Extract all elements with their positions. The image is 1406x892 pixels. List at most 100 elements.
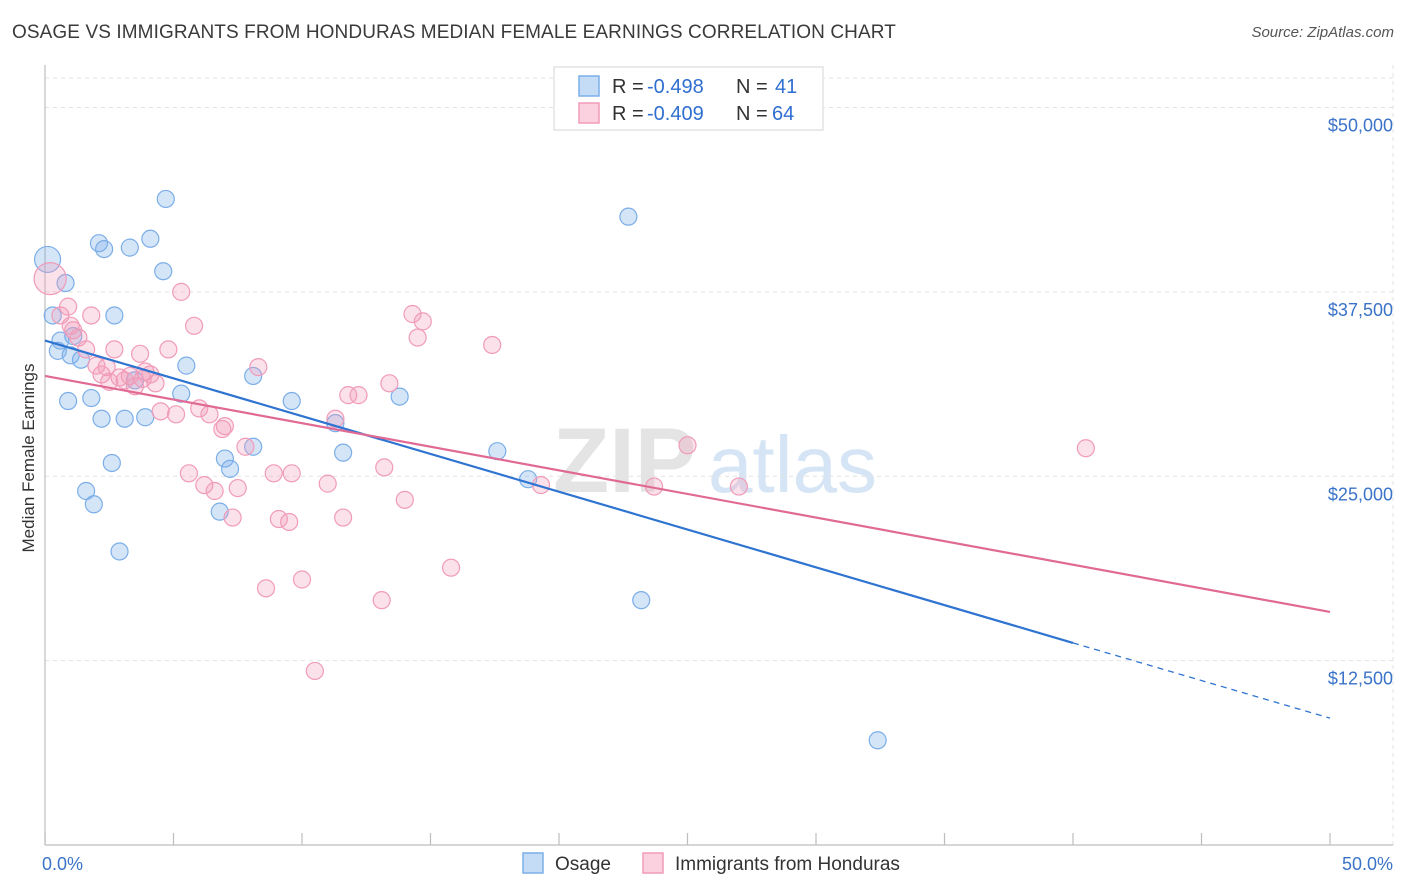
osage-r-value: -0.498 (647, 76, 704, 98)
data-point (156, 189, 175, 209)
data-point (390, 387, 409, 406)
data-point (151, 402, 170, 421)
data-point (269, 509, 288, 529)
data-point (102, 453, 121, 473)
data-point (334, 508, 353, 527)
data-point (249, 358, 268, 377)
data-point (326, 409, 345, 428)
data-point (244, 366, 263, 386)
legend-osage-label: Osage (555, 854, 611, 875)
data-point (179, 464, 199, 483)
data-point (110, 542, 129, 561)
honduras-n-label: N = (736, 103, 768, 125)
data-point (43, 306, 62, 325)
data-point (236, 437, 255, 456)
data-point (256, 579, 276, 598)
data-point (215, 417, 234, 436)
data-point (408, 328, 427, 347)
honduras-r-value: -0.409 (647, 103, 704, 125)
data-point (195, 476, 214, 495)
data-point (264, 464, 283, 483)
source-credit: Source: ZipAtlas.com (1251, 24, 1394, 41)
osage-points (33, 189, 887, 750)
watermark-atlas: atlas (708, 420, 877, 509)
data-point (223, 508, 242, 527)
data-point (441, 558, 461, 577)
data-point (729, 477, 749, 496)
data-point (403, 304, 422, 324)
watermark-zip: ZIP (553, 410, 696, 512)
data-point (33, 262, 67, 296)
y-tick-labels: $12,500 $25,000 $37,500 $50,000 (1328, 116, 1393, 689)
data-point (159, 340, 178, 359)
honduras-r-label: R = (612, 103, 644, 125)
data-point (282, 391, 301, 411)
data-point (213, 419, 232, 439)
data-point (292, 570, 312, 589)
data-point (868, 731, 887, 750)
y-tick-label: $12,500 (1328, 669, 1393, 689)
data-point (130, 344, 150, 363)
data-point (82, 306, 101, 325)
data-point (133, 369, 152, 388)
data-point (59, 297, 78, 316)
data-point (136, 408, 155, 427)
chart-title: OSAGE VS IMMIGRANTS FROM HONDURAS MEDIAN… (12, 22, 896, 43)
data-point (184, 316, 204, 335)
data-point (172, 384, 191, 403)
osage-r-label: R = (612, 76, 644, 98)
data-point (372, 591, 391, 610)
data-point (205, 481, 224, 501)
data-point (166, 405, 186, 424)
data-point (141, 229, 160, 248)
data-point (349, 386, 368, 405)
data-point (59, 391, 78, 411)
stats-legend: R = -0.498 N = 41 R = -0.409 N = 64 (553, 66, 824, 131)
honduras-points (33, 262, 1095, 681)
legend-honduras-label: Immigrants from Honduras (675, 854, 900, 875)
data-point (339, 386, 358, 405)
honduras-trend-line (44, 374, 1331, 614)
osage-n-value: 41 (775, 76, 797, 98)
data-point (120, 238, 139, 257)
honduras-swatch (578, 102, 600, 124)
data-point (154, 262, 173, 281)
data-point (678, 436, 697, 455)
y-tick-label: $25,000 (1328, 484, 1393, 504)
data-point (82, 388, 101, 408)
data-point (380, 374, 399, 393)
data-point (413, 312, 432, 331)
data-point (177, 356, 196, 375)
legend-osage-swatch (522, 852, 544, 874)
watermark: ZIP atlas (553, 410, 877, 512)
data-point (84, 495, 103, 514)
y-tick-label: $37,500 (1328, 300, 1393, 320)
data-point (619, 207, 638, 226)
osage-trend-extension (1072, 642, 1331, 719)
honduras-n-value: 64 (772, 103, 794, 125)
data-point (531, 476, 551, 495)
data-point (115, 409, 134, 428)
x-tick-labels: 0.0% 50.0% (42, 854, 1393, 874)
x-tick-label: 50.0% (1342, 854, 1393, 874)
data-point (375, 458, 394, 477)
data-point (215, 449, 234, 468)
x-tick-label: 0.0% (42, 854, 83, 874)
osage-trend-line (44, 339, 1074, 644)
data-point (220, 459, 240, 478)
data-point (92, 409, 111, 428)
data-point (172, 282, 191, 301)
data-point (334, 443, 353, 462)
legend-honduras-swatch (642, 852, 664, 874)
data-point (228, 478, 247, 498)
data-point (318, 474, 337, 493)
data-point (61, 316, 80, 335)
trend-lines (44, 339, 1331, 719)
data-point (280, 512, 299, 532)
data-point (632, 591, 651, 610)
y-tick-label: $50,000 (1328, 116, 1393, 136)
data-point (305, 661, 324, 681)
data-point (483, 335, 502, 355)
data-point (1076, 439, 1095, 458)
